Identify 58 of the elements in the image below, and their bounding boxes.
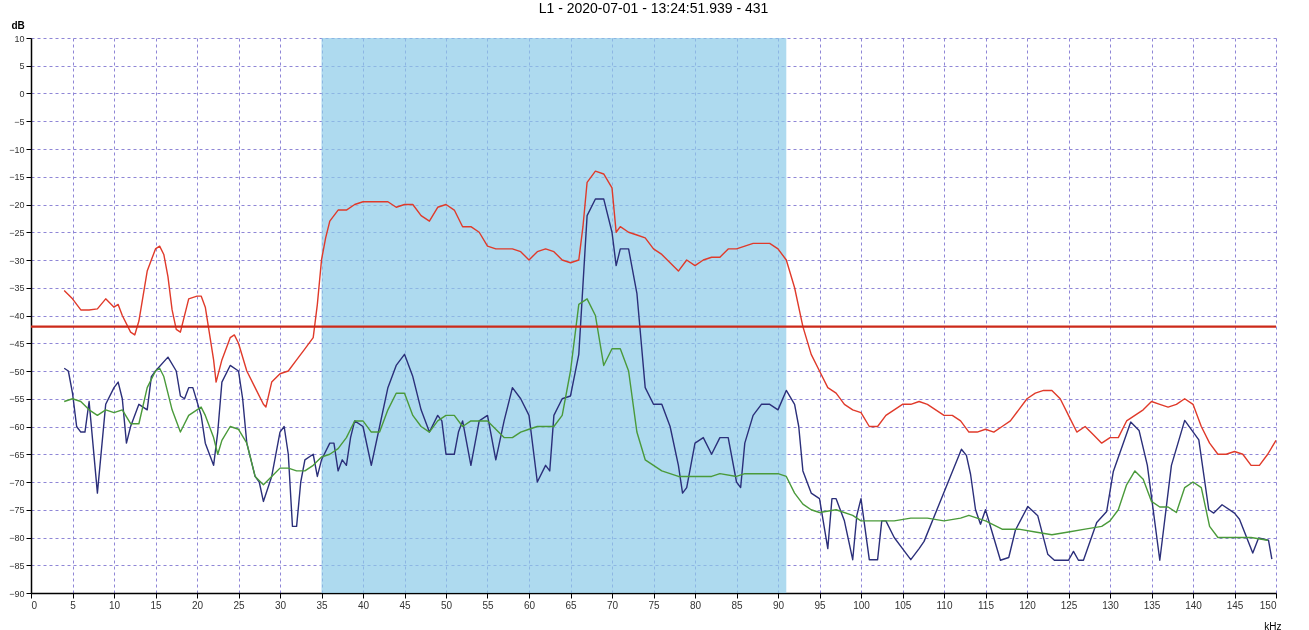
x-tick-label: 5 [70,599,77,611]
y-axis-title: dB [11,19,25,31]
y-tick-label: −85 [9,560,25,571]
y-tick-label: −55 [9,394,25,405]
x-tick-label: 65 [565,599,577,611]
y-tick-label: −40 [9,311,25,321]
chart-title: L1 - 2020-07-01 - 13:24:51.939 - 431 [538,0,769,16]
y-tick-label: −80 [9,533,25,543]
x-tick-label: 80 [689,599,702,611]
x-tick-label: 40 [357,599,370,611]
y-tick-label: −60 [9,422,25,432]
x-axis-title: kHz [1264,620,1282,630]
x-tick-label: 0 [31,599,38,611]
line-series [63,298,1269,541]
x-tick-label: 115 [978,599,995,611]
x-tick-label: 95 [814,599,826,611]
x-tick-label: 70 [606,599,619,611]
y-tick-label: 5 [19,61,25,72]
y-tick-label: −90 [9,588,25,599]
line-series [63,170,1277,467]
x-tick-label: 10 [108,599,121,611]
y-tick-label: −5 [14,116,25,127]
x-tick-label: 135 [1143,599,1161,611]
x-tick-label: 150 [1259,599,1277,611]
x-tick-label: 110 [936,599,953,611]
y-tick-label: −20 [9,200,25,210]
x-tick-label: 105 [894,599,912,611]
y-tick-label: −65 [9,449,25,460]
y-tick-label: −15 [9,172,25,183]
x-tick-label: 130 [1102,599,1120,611]
y-tick-label: −45 [9,338,25,349]
x-tick-label: 145 [1226,599,1244,611]
y-tick-label: 10 [14,33,25,44]
x-tick-label: 25 [233,599,245,611]
y-tick-label: 0 [19,89,25,99]
y-tick-label: −25 [9,227,25,238]
y-tick-label: −70 [9,477,25,488]
y-tick-label: −75 [9,505,25,516]
x-tick-label: 20 [191,599,204,611]
y-tick-label: −10 [9,144,25,155]
x-tick-label: 90 [772,599,785,611]
x-tick-label: 55 [482,599,494,611]
x-tick-label: 120 [1019,599,1037,611]
x-tick-label: 35 [316,599,328,611]
x-tick-label: 75 [648,599,660,611]
x-tick-label: 60 [523,599,536,611]
x-tick-label: 15 [150,599,162,611]
x-tick-label: 100 [853,599,871,611]
x-tick-label: 45 [399,599,411,611]
x-tick-label: 85 [731,599,743,611]
line-series [63,198,1273,561]
y-tick-label: −30 [9,255,25,266]
x-tick-label: 140 [1185,599,1203,611]
x-tick-label: 50 [440,599,453,611]
y-tick-label: −50 [9,366,25,377]
x-tick-label: 125 [1060,599,1078,611]
y-tick-label: −35 [9,283,25,294]
x-tick-label: 30 [274,599,287,611]
